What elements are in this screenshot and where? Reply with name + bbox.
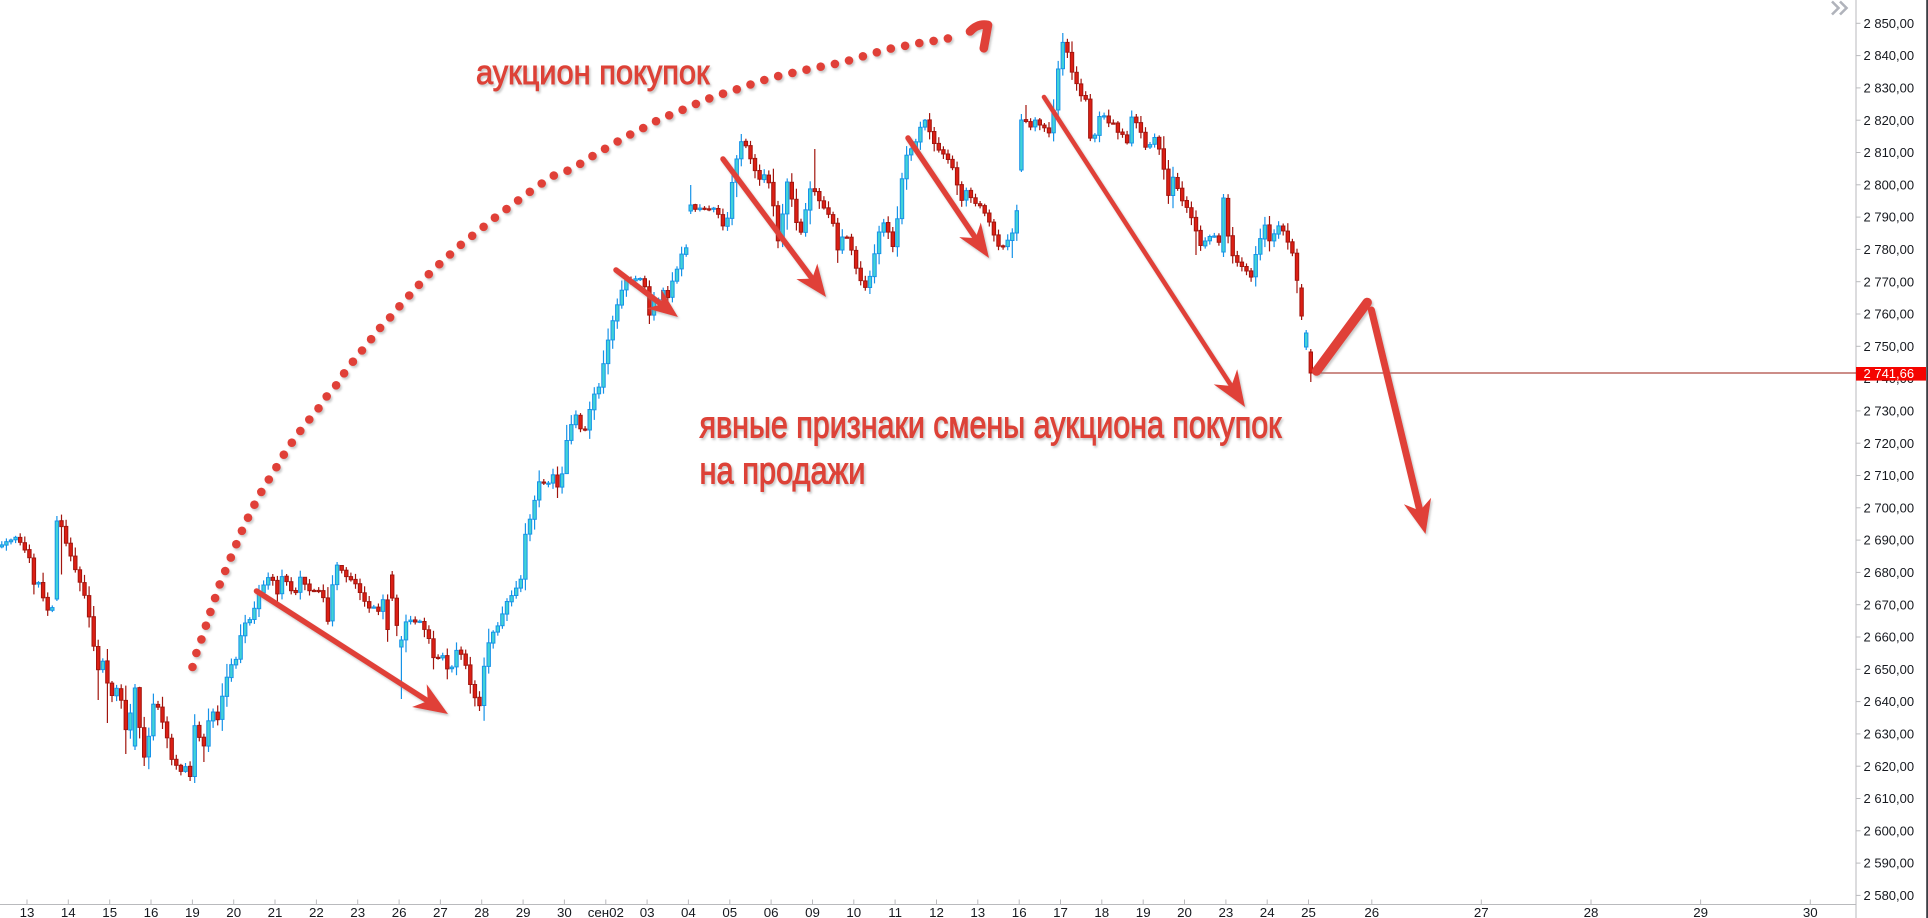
svg-text:23: 23	[350, 905, 365, 918]
svg-text:2 650,00: 2 650,00	[1864, 662, 1915, 677]
svg-text:2 760,00: 2 760,00	[1864, 307, 1915, 322]
svg-text:2 680,00: 2 680,00	[1864, 565, 1915, 580]
svg-text:13: 13	[970, 905, 985, 918]
svg-text:2 741,66: 2 741,66	[1864, 366, 1915, 381]
svg-text:26: 26	[1364, 905, 1379, 918]
svg-text:11: 11	[888, 905, 902, 918]
svg-text:15: 15	[102, 905, 117, 918]
svg-text:2 800,00: 2 800,00	[1864, 177, 1915, 192]
svg-text:03: 03	[640, 905, 655, 918]
svg-text:2 670,00: 2 670,00	[1864, 597, 1915, 612]
svg-text:2 750,00: 2 750,00	[1864, 339, 1915, 354]
svg-text:09: 09	[805, 905, 820, 918]
svg-text:05: 05	[722, 905, 737, 918]
svg-text:2 620,00: 2 620,00	[1864, 759, 1915, 774]
svg-text:2 840,00: 2 840,00	[1864, 48, 1915, 63]
svg-text:2 600,00: 2 600,00	[1864, 823, 1915, 838]
svg-text:2 590,00: 2 590,00	[1864, 856, 1915, 871]
svg-text:28: 28	[1584, 905, 1599, 918]
svg-text:13: 13	[20, 905, 35, 918]
svg-text:17: 17	[1053, 905, 1068, 918]
svg-text:20: 20	[1177, 905, 1192, 918]
svg-text:2 830,00: 2 830,00	[1864, 81, 1915, 96]
svg-text:29: 29	[1693, 905, 1708, 918]
svg-text:аукцион покупок: аукцион покупок	[476, 54, 711, 92]
svg-text:25: 25	[1301, 905, 1316, 918]
svg-text:30: 30	[1803, 905, 1818, 918]
svg-text:2 640,00: 2 640,00	[1864, 694, 1915, 709]
svg-text:сен02: сен02	[588, 905, 624, 918]
svg-text:2 610,00: 2 610,00	[1864, 791, 1915, 806]
svg-text:12: 12	[929, 905, 944, 918]
svg-text:2 850,00: 2 850,00	[1864, 16, 1915, 31]
svg-text:16: 16	[1012, 905, 1027, 918]
svg-text:30: 30	[557, 905, 572, 918]
svg-text:06: 06	[764, 905, 779, 918]
svg-text:на продажи: на продажи	[700, 451, 866, 493]
svg-text:2 720,00: 2 720,00	[1864, 436, 1915, 451]
svg-text:24: 24	[1260, 905, 1275, 918]
svg-text:21: 21	[268, 905, 283, 918]
svg-text:явные признаки смены аукциона: явные признаки смены аукциона покупок	[700, 404, 1282, 446]
svg-text:26: 26	[392, 905, 407, 918]
svg-text:19: 19	[1136, 905, 1151, 918]
svg-text:2 780,00: 2 780,00	[1864, 242, 1915, 257]
svg-text:2 700,00: 2 700,00	[1864, 500, 1915, 515]
svg-text:04: 04	[681, 905, 696, 918]
svg-text:2 710,00: 2 710,00	[1864, 468, 1915, 483]
svg-text:18: 18	[1094, 905, 1109, 918]
svg-text:2 660,00: 2 660,00	[1864, 630, 1915, 645]
svg-text:2 810,00: 2 810,00	[1864, 145, 1915, 160]
svg-text:28: 28	[474, 905, 489, 918]
svg-text:14: 14	[61, 905, 76, 918]
svg-text:20: 20	[226, 905, 241, 918]
svg-text:19: 19	[185, 905, 200, 918]
svg-text:27: 27	[433, 905, 448, 918]
svg-text:2 630,00: 2 630,00	[1864, 727, 1915, 742]
svg-text:27: 27	[1474, 905, 1489, 918]
svg-text:2 770,00: 2 770,00	[1864, 274, 1915, 289]
svg-text:16: 16	[144, 905, 159, 918]
svg-text:2 730,00: 2 730,00	[1864, 404, 1915, 419]
svg-text:23: 23	[1219, 905, 1234, 918]
svg-text:2 580,00: 2 580,00	[1864, 888, 1915, 903]
svg-text:2 690,00: 2 690,00	[1864, 533, 1915, 548]
svg-text:2 820,00: 2 820,00	[1864, 113, 1915, 128]
svg-text:22: 22	[309, 905, 324, 918]
svg-text:2 790,00: 2 790,00	[1864, 210, 1915, 225]
svg-text:29: 29	[516, 905, 531, 918]
svg-text:10: 10	[846, 905, 861, 918]
